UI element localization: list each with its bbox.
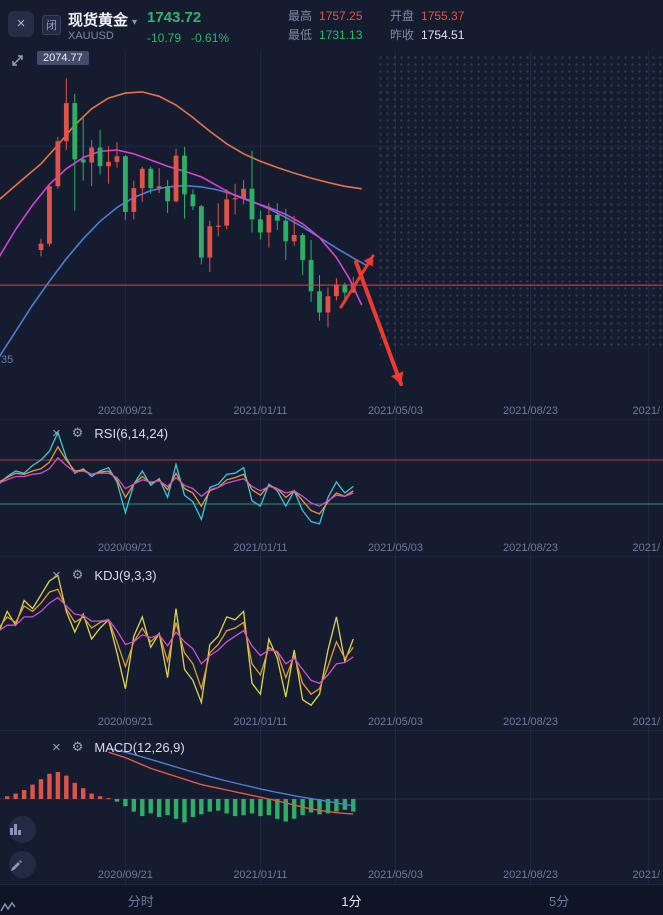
svg-text:2020/09/21: 2020/09/21: [98, 405, 153, 417]
svg-text:2021/05/03: 2021/05/03: [368, 405, 423, 417]
high-price-label: 2074.77: [37, 51, 89, 65]
rsi-chart[interactable]: 2020/09/21 2021/01/11 2021/05/03 2021/08/23…: [0, 420, 663, 557]
kdj-panel-header: × ⚙ KDJ(9,3,3): [52, 566, 157, 584]
svg-text:2021/01/11: 2021/01/11: [233, 869, 287, 881]
rsi-panel-header: × ⚙ RSI(6,14,24): [52, 424, 168, 442]
change-percent: -0.61%: [191, 31, 230, 45]
svg-text:2021/05/03: 2021/05/03: [368, 542, 423, 554]
svg-text:2021/05/03: 2021/05/03: [368, 869, 423, 881]
stat-value-high: 1757.25: [319, 9, 363, 23]
macd-settings-gear-icon[interactable]: ⚙: [71, 739, 84, 754]
indicator-settings-button[interactable]: [9, 816, 36, 843]
timeframe-tabs: 分时 1分 5分: [34, 891, 663, 910]
svg-text:2020/09/21: 2020/09/21: [98, 716, 153, 728]
close-kdj-button[interactable]: ×: [52, 566, 61, 584]
svg-text:2020/09/21: 2020/09/21: [98, 542, 153, 554]
stat-value-open: 1755.37: [421, 9, 465, 23]
stat-label-open: 开盘: [390, 9, 415, 23]
close-rsi-button[interactable]: ×: [52, 424, 61, 442]
macd-chart[interactable]: 2020/09/21 2021/01/11 2021/05/03 2021/08/23…: [0, 731, 663, 885]
rsi-settings-gear-icon[interactable]: ⚙: [71, 425, 84, 440]
svg-text:2021/01/11: 2021/01/11: [233, 716, 287, 728]
svg-text:2021/: 2021/: [632, 869, 660, 881]
change-value: -10.79: [147, 31, 182, 45]
stat-label-low: 最低: [288, 28, 313, 42]
timeframe-bar: 分时 1分 5分: [0, 885, 663, 915]
kdj-chart[interactable]: 2020/09/21 2021/01/11 2021/05/03 2021/08/23…: [0, 557, 663, 731]
stats-column-2: 开盘 1755.37 昨收 1754.51: [390, 7, 464, 45]
svg-text:2021/08/23: 2021/08/23: [503, 542, 558, 554]
svg-text:2021/: 2021/: [632, 405, 660, 417]
stat-label-high: 最高: [288, 9, 313, 23]
price-change: -10.79 -0.61%: [147, 31, 239, 45]
panel-separator: [0, 556, 663, 557]
svg-text:2021/08/23: 2021/08/23: [503, 869, 558, 881]
last-price: 1743.72: [147, 9, 202, 26]
stat-label-prev-close: 昨收: [390, 28, 415, 42]
svg-text:2021/01/11: 2021/01/11: [233, 542, 287, 554]
tab-1min[interactable]: 1分: [341, 893, 362, 909]
svg-text:2021/01/11: 2021/01/11: [233, 405, 287, 417]
close-macd-button[interactable]: ×: [52, 738, 61, 756]
svg-text:2020/09/21: 2020/09/21: [98, 869, 153, 881]
symbol-selector[interactable]: 现货黄金 ▾: [68, 9, 137, 30]
macd-panel-header: × ⚙ MACD(12,26,9): [52, 738, 185, 756]
rsi-indicator-label: RSI(6,14,24): [94, 425, 169, 441]
symbol-name: 现货黄金: [68, 12, 129, 29]
tab-timeline[interactable]: 分时: [127, 893, 154, 909]
left-axis-label: 35: [1, 354, 14, 366]
market-status-badge: 闭: [42, 15, 61, 35]
stat-value-low: 1731.13: [319, 28, 363, 42]
main-price-chart[interactable]: 2020/09/21 2021/01/11 2021/05/03 2021/08/23…: [0, 0, 663, 420]
symbol-code: XAUUSD: [68, 30, 114, 42]
close-chart-button[interactable]: ×: [8, 11, 34, 37]
svg-text:2021/05/03: 2021/05/03: [368, 716, 423, 728]
kdj-settings-gear-icon[interactable]: ⚙: [71, 567, 84, 582]
macd-indicator-label: MACD(12,26,9): [94, 739, 185, 755]
stat-value-prev-close: 1754.51: [421, 28, 465, 42]
tab-5min[interactable]: 5分: [549, 893, 570, 909]
svg-text:2021/: 2021/: [632, 542, 660, 554]
kdj-indicator-label: KDJ(9,3,3): [94, 567, 157, 583]
panel-separator: [0, 419, 663, 420]
stats-column-1: 最高 1757.25 最低 1731.13: [288, 7, 362, 45]
svg-text:2021/08/23: 2021/08/23: [503, 405, 558, 417]
svg-text:2021/: 2021/: [632, 716, 660, 728]
panel-separator: [0, 884, 663, 885]
panel-separator: [0, 730, 663, 731]
draw-tool-button[interactable]: [9, 851, 36, 878]
chevron-down-icon: ▾: [132, 17, 138, 28]
header: × 闭 现货黄金 ▾ XAUUSD 1743.72 -10.79 -0.61% 最高…: [0, 0, 663, 50]
svg-text:2021/08/23: 2021/08/23: [503, 716, 558, 728]
